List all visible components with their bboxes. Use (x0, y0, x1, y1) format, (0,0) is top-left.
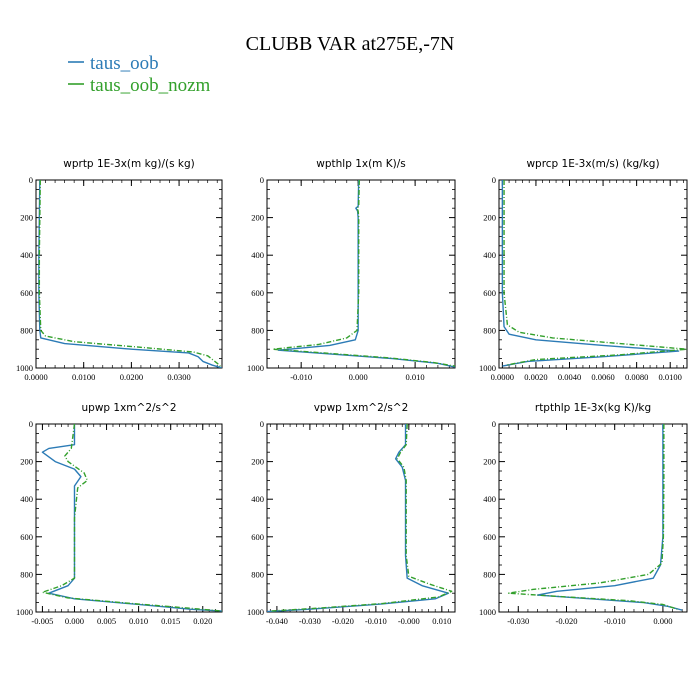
series-line-taus-oob-nozm (41, 424, 222, 612)
x-tick-label: 0.000 (349, 372, 368, 382)
x-tick-label: 0.015 (161, 616, 180, 626)
series-line-taus-oob-nozm (270, 424, 453, 612)
series-line-taus-oob (41, 424, 222, 612)
x-tick-label: 0.000 (65, 616, 84, 626)
y-tick-label: 400 (251, 494, 264, 504)
y-tick-label: 0 (29, 175, 33, 185)
x-tick-label: -0.030 (507, 616, 529, 626)
y-tick-label: 0 (29, 419, 33, 429)
y-tick-label: 0 (492, 419, 496, 429)
x-tick-label: -0.020 (556, 616, 578, 626)
y-tick-label: 600 (483, 532, 496, 542)
panel-2: wpthlp 1x(m K)/s 0 200 400 600 800 1000 -0.010 0… (247, 158, 456, 382)
x-tick-label: 0.010 (129, 616, 148, 626)
x-tick-label: 0.0200 (120, 372, 143, 382)
legend: taus_oob taus_oob_nozm (68, 53, 211, 96)
x-tick-label: -0.030 (299, 616, 321, 626)
panel-title: vpwp 1xm^2/s^2 (314, 402, 409, 414)
x-tick-label: 0.0100 (72, 372, 95, 382)
y-tick-label: 1000 (16, 363, 33, 373)
x-tick-label: -0.010 (604, 616, 626, 626)
series-line-taus-oob (536, 424, 683, 611)
series-line-taus-oob-nozm (272, 180, 455, 367)
x-tick-label: 0.0000 (491, 372, 514, 382)
y-tick-label: 800 (483, 569, 496, 579)
panel-4: upwp 1xm^2/s^2 0 200 400 600 800 1000-0.005 0.0… (16, 402, 223, 626)
y-tick-label: 600 (251, 532, 264, 542)
x-tick-label: -0.040 (266, 616, 288, 626)
series-line-taus-oob-nozm (503, 180, 687, 366)
x-tick-label: -0.000 (398, 616, 420, 626)
panel-title: wprtp 1E-3x(m kg)/(s kg) (63, 158, 194, 170)
y-tick-label: 0 (260, 419, 264, 429)
y-tick-label: 800 (20, 569, 33, 579)
x-tick-label: 0.0100 (659, 372, 682, 382)
x-tick-label: -0.020 (332, 616, 354, 626)
x-tick-label: 0.010 (406, 372, 425, 382)
y-tick-label: 0 (492, 175, 496, 185)
x-tick-label: 0.0060 (591, 372, 614, 382)
panel-title: wpthlp 1x(m K)/s (316, 158, 406, 170)
plot-frame (498, 179, 688, 369)
series-line-taus-oob-nozm (38, 180, 222, 368)
y-tick-label: 800 (251, 569, 264, 579)
panel-6: rtpthlp 1E-3x(kg K)/kg 0 200 400 600 800 1000 -… (479, 402, 688, 626)
panel-title: rtpthlp 1E-3x(kg K)/kg (535, 402, 651, 414)
y-tick-label: 400 (20, 494, 33, 504)
x-tick-label: 0.020 (193, 616, 212, 626)
series-line-taus-oob-nozm (507, 424, 678, 610)
x-tick-label: 0.0020 (524, 372, 547, 382)
panel-1: wprtp 1E-3x(m kg)/(s kg) 0 200 400 600 800 100… (16, 158, 223, 382)
x-tick-label: 0.005 (97, 616, 116, 626)
plot-frame (266, 179, 456, 369)
legend-label-taus-oob: taus_oob (90, 53, 159, 74)
y-tick-label: 400 (483, 250, 496, 260)
x-tick-label: -0.010 (290, 372, 312, 382)
plot-frame (35, 179, 223, 369)
y-tick-label: 200 (483, 457, 496, 467)
y-tick-label: 1000 (479, 607, 496, 617)
panel-5: vpwp 1xm^2/s^2 0 200 400 600 800 1000-0.040 -0.… (247, 402, 456, 626)
x-tick-label: -0.005 (31, 616, 53, 626)
y-tick-label: 200 (20, 457, 33, 467)
series-line-taus-oob (277, 180, 455, 368)
x-tick-label: 0.000 (653, 616, 672, 626)
y-tick-label: 600 (251, 288, 264, 298)
series-line-taus-oob (501, 180, 680, 367)
legend-label-taus-oob-nozm: taus_oob_nozm (90, 75, 211, 96)
panels: wprtp 1E-3x(m kg)/(s kg) 0 200 400 600 800 100… (16, 158, 688, 626)
y-tick-label: 200 (483, 213, 496, 223)
y-tick-label: 800 (20, 325, 33, 335)
series-line-taus-oob (267, 424, 450, 612)
x-tick-label: 0.0080 (625, 372, 648, 382)
y-tick-label: 1000 (247, 607, 264, 617)
y-tick-label: 400 (251, 250, 264, 260)
y-tick-label: 800 (251, 325, 264, 335)
panel-title: upwp 1xm^2/s^2 (82, 402, 177, 414)
x-tick-label: 0.0300 (167, 372, 190, 382)
y-tick-label: 0 (260, 175, 264, 185)
x-tick-label: 0.010 (432, 616, 451, 626)
y-tick-label: 600 (20, 288, 33, 298)
panel-3: wprcp 1E-3x(m/s) (kg/kg) 0 200 400 600 800 100… (479, 158, 688, 382)
y-tick-label: 400 (20, 250, 33, 260)
series-line-taus-oob (38, 180, 222, 368)
y-tick-label: 200 (251, 457, 264, 467)
y-tick-label: 1000 (16, 607, 33, 617)
y-tick-label: 1000 (479, 363, 496, 373)
x-tick-label: 0.0040 (558, 372, 581, 382)
x-tick-label: -0.010 (365, 616, 387, 626)
y-tick-label: 200 (20, 213, 33, 223)
figure-title: CLUBB VAR at275E,-7N (246, 33, 455, 55)
x-tick-label: 0.0000 (24, 372, 47, 382)
y-tick-label: 800 (483, 325, 496, 335)
y-tick-label: 600 (20, 532, 33, 542)
y-tick-label: 400 (483, 494, 496, 504)
y-tick-label: 1000 (247, 363, 264, 373)
panel-title: wprcp 1E-3x(m/s) (kg/kg) (526, 158, 659, 170)
y-tick-label: 600 (483, 288, 496, 298)
y-tick-label: 200 (251, 213, 264, 223)
